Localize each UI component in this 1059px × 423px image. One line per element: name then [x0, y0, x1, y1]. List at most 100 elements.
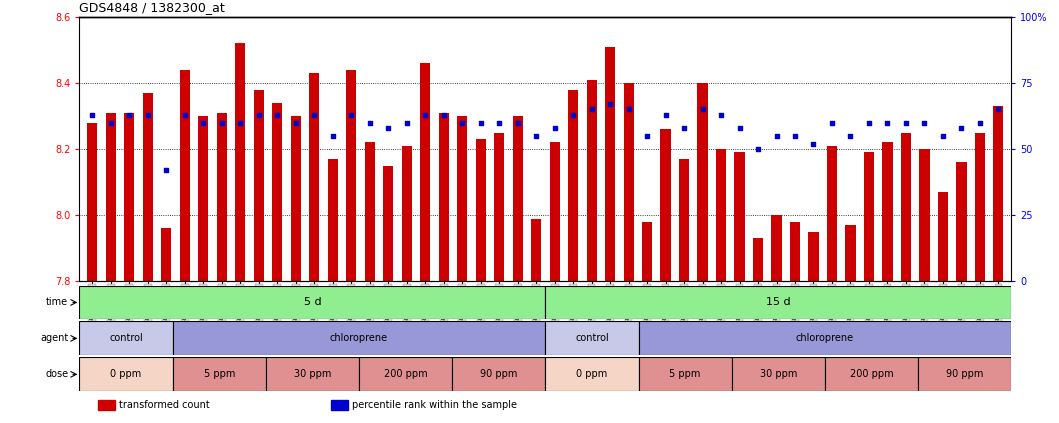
Bar [587, 80, 596, 281]
Bar [679, 159, 689, 281]
Text: 90 ppm: 90 ppm [946, 369, 984, 379]
Bar [808, 232, 819, 281]
Text: 5 ppm: 5 ppm [669, 369, 701, 379]
Point [897, 119, 914, 126]
Bar [993, 106, 1004, 281]
Bar [790, 222, 801, 281]
Point [842, 132, 859, 139]
Text: chloroprene: chloroprene [330, 333, 388, 343]
Point [361, 119, 378, 126]
Text: 90 ppm: 90 ppm [480, 369, 518, 379]
Point [676, 125, 693, 132]
Bar [531, 219, 541, 281]
Bar [624, 83, 633, 281]
Bar [79, 321, 173, 355]
Bar [98, 400, 114, 410]
Bar [331, 400, 347, 410]
Text: dose: dose [46, 369, 68, 379]
Point [287, 119, 304, 126]
Point [232, 119, 249, 126]
Bar [452, 357, 545, 391]
Bar [383, 166, 393, 281]
Bar [420, 63, 430, 281]
Bar [198, 116, 209, 281]
Point [324, 132, 341, 139]
Bar [235, 44, 246, 281]
Point [121, 111, 138, 118]
Bar [143, 93, 152, 281]
Point [103, 119, 120, 126]
Point [509, 119, 526, 126]
Bar [698, 83, 707, 281]
Bar [550, 143, 560, 281]
Text: 15 d: 15 d [766, 297, 791, 308]
Text: chloroprene: chloroprene [796, 333, 854, 343]
Bar [901, 132, 911, 281]
Bar [753, 238, 764, 281]
Bar [254, 90, 264, 281]
Point [195, 119, 212, 126]
Bar [938, 192, 948, 281]
Bar [124, 113, 134, 281]
Bar [918, 357, 1011, 391]
Point [343, 111, 360, 118]
Bar [956, 162, 967, 281]
Point [768, 132, 785, 139]
Bar [457, 116, 467, 281]
Text: 200 ppm: 200 ppm [383, 369, 428, 379]
Bar [545, 357, 639, 391]
Point [584, 106, 600, 113]
Text: control: control [109, 333, 143, 343]
Bar [217, 113, 227, 281]
Point [861, 119, 878, 126]
Bar [180, 70, 190, 281]
Point [453, 119, 470, 126]
Text: 0 ppm: 0 ppm [110, 369, 142, 379]
Bar [79, 357, 173, 391]
Bar [827, 146, 837, 281]
Bar [642, 222, 652, 281]
Bar [346, 70, 356, 281]
Point [824, 119, 841, 126]
Bar [919, 149, 930, 281]
Text: 5 ppm: 5 ppm [203, 369, 235, 379]
Bar [771, 215, 782, 281]
Point [435, 111, 452, 118]
Point [953, 125, 970, 132]
Bar [845, 225, 856, 281]
Point [731, 125, 748, 132]
Bar [716, 149, 726, 281]
Bar [401, 146, 412, 281]
Point [250, 111, 267, 118]
Bar [513, 116, 523, 281]
Bar [79, 286, 545, 319]
Bar [882, 143, 893, 281]
Bar [272, 103, 283, 281]
Bar [639, 357, 732, 391]
Text: time: time [47, 297, 68, 308]
Bar [545, 321, 639, 355]
Bar [106, 113, 115, 281]
Bar [639, 321, 1011, 355]
Point [472, 119, 489, 126]
Point [269, 111, 286, 118]
Bar [475, 139, 486, 281]
Bar [266, 357, 359, 391]
Text: 30 ppm: 30 ppm [759, 369, 797, 379]
Bar [825, 357, 918, 391]
Point [621, 106, 638, 113]
Point [990, 106, 1007, 113]
Bar [290, 116, 301, 281]
Point [639, 132, 656, 139]
Point [787, 132, 804, 139]
Text: 200 ppm: 200 ppm [849, 369, 894, 379]
Text: GDS4848 / 1382300_at: GDS4848 / 1382300_at [79, 1, 226, 14]
Bar [661, 129, 670, 281]
Bar [364, 143, 375, 281]
Text: 5 d: 5 d [304, 297, 321, 308]
Point [84, 111, 101, 118]
Bar [864, 152, 874, 281]
Text: 30 ppm: 30 ppm [293, 369, 331, 379]
Text: agent: agent [40, 333, 68, 343]
Bar [87, 123, 97, 281]
